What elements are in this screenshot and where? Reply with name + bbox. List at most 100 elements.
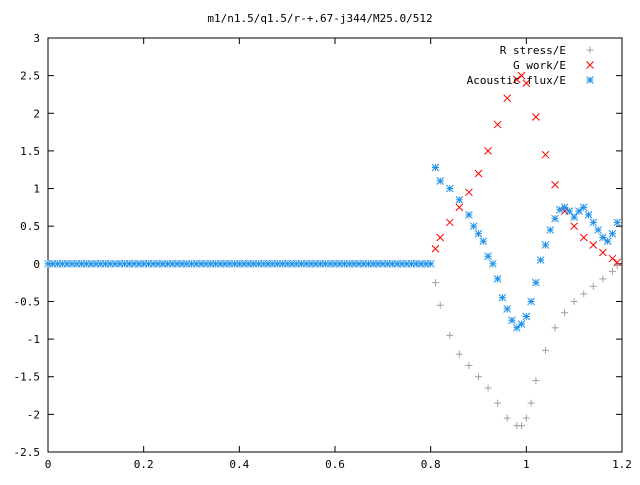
- data-point: [465, 211, 473, 219]
- axis-layer: 0 0.2 0.4 0.6 0.8 1 1.2 3 2.5 2 1.5 1 0.5 0 -0.5 -1 -1.5…: [14, 32, 632, 471]
- data-point: [603, 237, 612, 246]
- data-point: [541, 150, 550, 159]
- data-point: [475, 373, 482, 381]
- data-point: [517, 71, 526, 80]
- data-point: [613, 218, 622, 227]
- data-point: [436, 301, 444, 309]
- series-2: [431, 163, 622, 332]
- data-point: [445, 184, 454, 193]
- data-point: [503, 305, 512, 313]
- data-point: [561, 309, 569, 317]
- x-tick-label: 0: [45, 458, 52, 471]
- data-point: [608, 254, 617, 263]
- y-tick-label: 0.5: [20, 220, 40, 233]
- y-tick-label: -2: [27, 408, 40, 421]
- series-0: [431, 261, 621, 430]
- data-point: [445, 218, 454, 227]
- series-1: [431, 71, 622, 267]
- data-point: [551, 180, 559, 189]
- data-point: [484, 147, 492, 155]
- data-point: [488, 259, 497, 268]
- data-point: [575, 207, 583, 215]
- data-point: [532, 113, 540, 121]
- data-point: [532, 278, 540, 287]
- legend-label: R stress/E: [500, 44, 566, 57]
- data-point: [580, 290, 588, 298]
- data-point: [522, 312, 531, 321]
- x-tick-label: 0.6: [325, 458, 345, 471]
- data-point: [541, 241, 550, 249]
- marks-layer: [44, 71, 622, 430]
- data-point: [512, 323, 521, 332]
- y-tick-label: -1: [27, 333, 40, 346]
- data-point: [560, 203, 569, 212]
- y-tick-label: 2: [33, 107, 40, 120]
- data-point: [570, 213, 579, 222]
- data-point: [584, 211, 593, 219]
- data-point: [527, 297, 535, 306]
- data-point: [570, 222, 579, 231]
- data-point: [613, 258, 622, 267]
- data-point: [608, 229, 617, 238]
- y-tick-label: -2.5: [14, 446, 41, 459]
- data-point: [517, 320, 526, 328]
- data-point: [599, 233, 607, 242]
- data-point: [431, 163, 440, 172]
- data-point: [426, 259, 435, 268]
- data-point: [608, 267, 616, 275]
- data-point: [541, 346, 549, 354]
- data-point: [493, 120, 502, 129]
- data-point: [589, 218, 598, 227]
- y-tick-label: 0: [33, 258, 40, 271]
- data-point: [508, 316, 516, 325]
- x-tick-label: 0.4: [229, 458, 249, 471]
- data-point: [565, 207, 574, 215]
- x-tick-label: 1: [523, 458, 530, 471]
- series-3: [44, 259, 435, 268]
- data-point: [551, 214, 559, 223]
- x-tick-label: 0.8: [421, 458, 441, 471]
- legend-marker: [586, 76, 594, 84]
- data-point: [503, 414, 511, 422]
- legend-label: Acoustic flux/E: [467, 74, 566, 87]
- data-point: [436, 233, 445, 242]
- data-point: [512, 75, 521, 84]
- data-point: [522, 79, 531, 88]
- y-tick-label: 1: [33, 183, 40, 196]
- data-point: [474, 169, 483, 178]
- data-point: [455, 195, 464, 204]
- x-tick-label: 1.2: [612, 458, 632, 471]
- data-point: [498, 293, 507, 302]
- y-tick-label: 2.5: [20, 70, 40, 83]
- data-point: [599, 275, 607, 283]
- data-point: [436, 177, 445, 185]
- data-point: [579, 203, 588, 212]
- plot-frame: [47, 37, 623, 453]
- y-tick-label: 1.5: [20, 145, 40, 158]
- data-point: [465, 188, 473, 197]
- data-point: [527, 399, 535, 407]
- legend-marker: [586, 46, 594, 54]
- data-point: [551, 324, 559, 332]
- data-point: [484, 252, 492, 261]
- data-point: [431, 244, 440, 253]
- data-point: [465, 361, 473, 369]
- data-point: [484, 384, 492, 392]
- data-point: [493, 275, 502, 283]
- data-point: [522, 414, 530, 422]
- legend-marker: [586, 61, 594, 69]
- data-point: [599, 248, 607, 257]
- legend-label: G work/E: [513, 59, 566, 72]
- data-point: [494, 399, 502, 407]
- legend-layer: R stress/E G work/E Acoustic flux/E: [467, 44, 594, 87]
- data-point: [589, 241, 598, 249]
- data-point: [479, 237, 488, 246]
- y-tick-label: 3: [33, 32, 40, 45]
- y-tick-label: -0.5: [14, 295, 41, 308]
- data-point: [579, 233, 588, 242]
- data-point: [474, 229, 483, 238]
- data-point: [570, 297, 578, 305]
- data-point: [469, 222, 478, 231]
- data-point: [536, 256, 545, 264]
